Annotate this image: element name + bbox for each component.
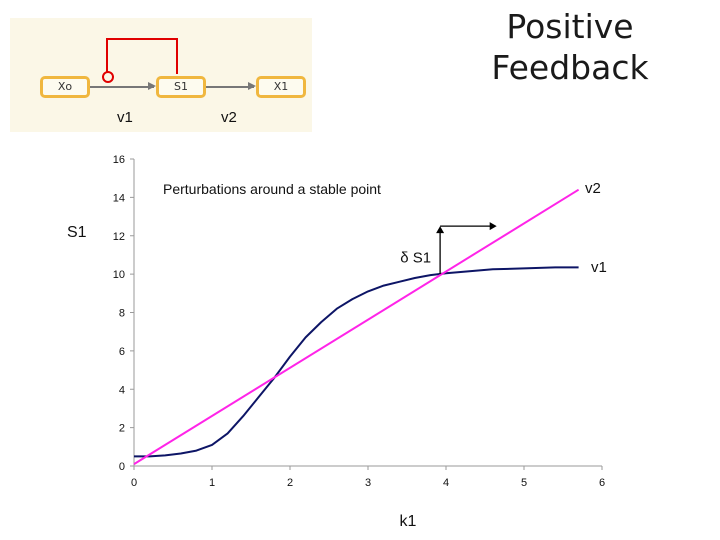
species-node-x0: Xo — [40, 76, 90, 98]
perturbation-arrow-up-head — [436, 226, 445, 234]
species-node-s1: S1 — [156, 76, 206, 98]
y-tick-label: 0 — [119, 461, 125, 473]
perturbation-label: δ S1 — [400, 250, 431, 267]
reaction-label-v2: v2 — [221, 109, 237, 126]
y-tick-label: 14 — [113, 192, 125, 204]
series-line-v2 — [133, 188, 580, 465]
title-line-2: Feedback — [491, 48, 649, 88]
feedback-activation-marker — [102, 71, 114, 83]
y-tick-label: 12 — [113, 231, 125, 243]
x-tick-label: 6 — [599, 477, 605, 489]
reaction-arrow-v1 — [90, 83, 156, 89]
slide-title: Positive Feedback — [470, 6, 670, 89]
series-line-v1 — [134, 266, 579, 458]
y-axis-label: S1 — [67, 224, 87, 241]
pathway-diagram: Xo S1 X1 v1 v2 — [10, 18, 312, 132]
series-label-v1: v1 — [591, 259, 607, 276]
y-tick-label: 4 — [119, 384, 125, 396]
series-label-v2: v2 — [585, 180, 601, 197]
x-tick-label: 0 — [131, 477, 137, 489]
x-tick-label: 2 — [287, 477, 293, 489]
y-tick-label: 8 — [119, 308, 125, 320]
feedback-loop-arrow — [106, 38, 178, 74]
reaction-label-v1: v1 — [117, 109, 133, 126]
perturbation-arrow-right-head — [489, 222, 497, 231]
x-tick-label: 1 — [209, 477, 215, 489]
reaction-arrow-v2 — [206, 83, 256, 89]
y-tick-label: 6 — [119, 346, 125, 358]
chart-annotation: Perturbations around a stable point — [163, 181, 381, 197]
y-tick-label: 2 — [119, 423, 125, 435]
x-tick-label: 5 — [521, 477, 527, 489]
x-tick-label: 3 — [365, 477, 371, 489]
x-axis-label: k1 — [400, 513, 417, 530]
species-node-x1: X1 — [256, 76, 306, 98]
y-tick-label: 10 — [113, 269, 125, 281]
x-tick-label: 4 — [443, 477, 449, 489]
y-tick-label: 16 — [113, 154, 125, 166]
title-line-1: Positive — [506, 7, 634, 46]
